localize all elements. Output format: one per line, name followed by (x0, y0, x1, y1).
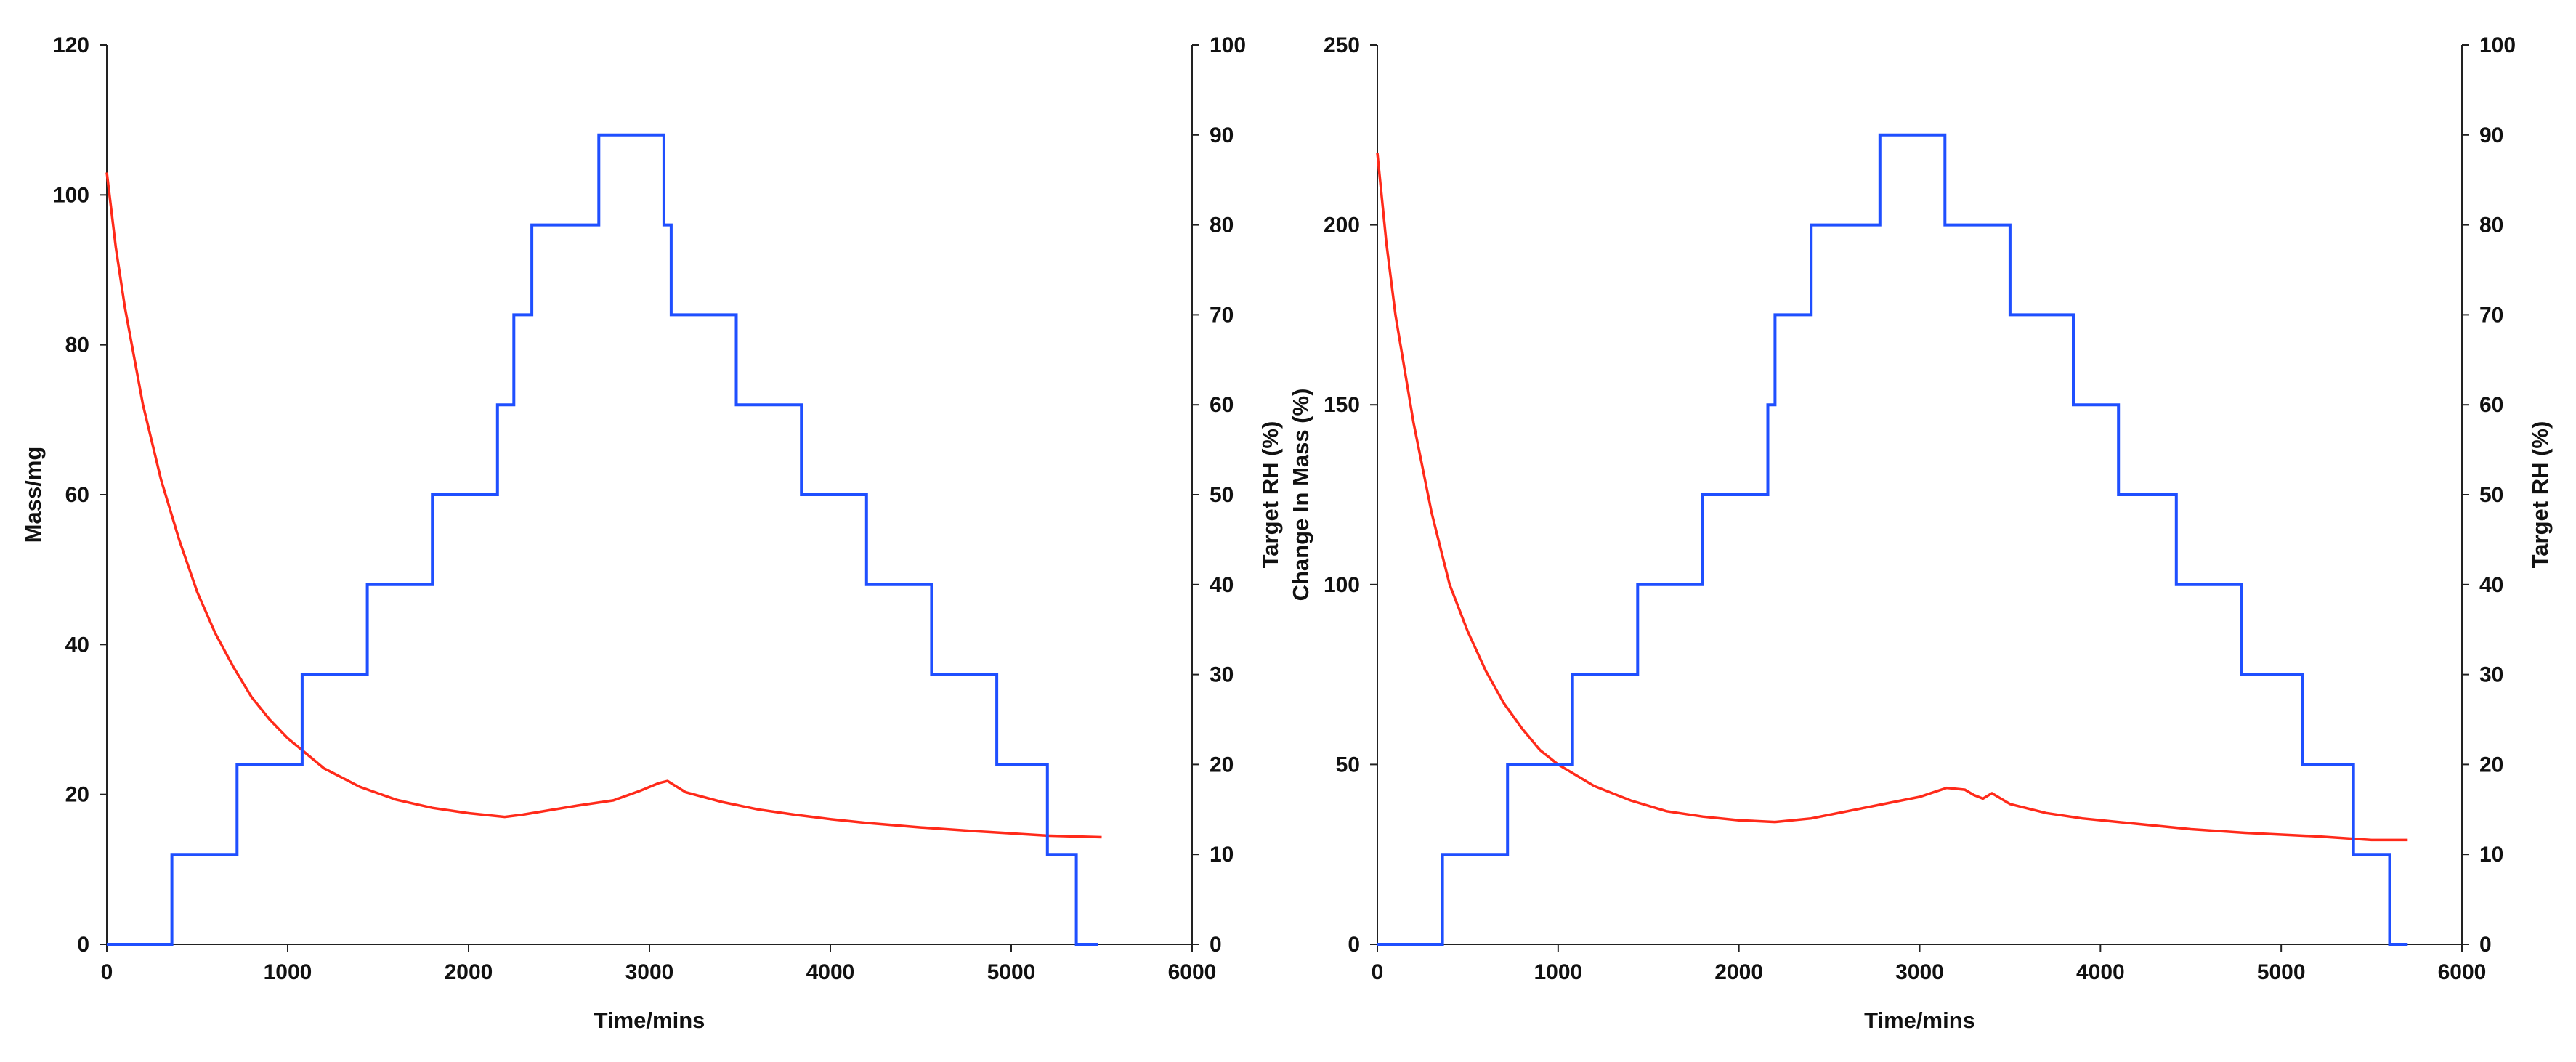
y2-tick-label: 50 (2479, 483, 2503, 507)
y2-tick-label: 50 (1210, 483, 1234, 507)
y-tick-label: 0 (1348, 933, 1360, 957)
x-tick-label: 0 (101, 960, 113, 984)
y2-tick-label: 100 (1210, 33, 1246, 57)
target-rh-line (107, 133, 1098, 946)
y-tick-label: 0 (77, 933, 89, 957)
y-tick-label: 120 (53, 33, 89, 57)
x-tick-label: 5000 (2257, 960, 2306, 984)
y2-tick-label: 60 (1210, 393, 1234, 417)
x-tick-label: 3000 (1895, 960, 1944, 984)
y2-tick-label: 80 (1210, 214, 1234, 238)
y2-tick-label: 40 (1210, 573, 1234, 597)
y-tick-label: 150 (1324, 393, 1360, 417)
mass-line (1376, 153, 2408, 842)
x-tick-label: 1000 (264, 960, 312, 984)
y-tick-label: 200 (1324, 214, 1360, 238)
y-tick-label: 50 (1336, 753, 1360, 777)
y2-tick-label: 40 (2479, 573, 2503, 597)
y-tick-label: 20 (65, 783, 89, 807)
y2-tick-label: 70 (1210, 303, 1234, 327)
y2-axis-label: Target RH (%) (1257, 421, 1283, 569)
chart-1: 0 1000 2000 3000 4000 5000 6000020406080100120… (20, 33, 1283, 1033)
y-tick-label: 40 (65, 633, 89, 657)
y2-tick-label: 70 (2479, 303, 2503, 327)
y2-axis-label: Target RH (%) (2527, 421, 2553, 569)
y-axis-label: Change In Mass (%) (1288, 389, 1313, 601)
y2-tick-label: 90 (1210, 123, 1234, 147)
x-tick-label: 1000 (1534, 960, 1582, 984)
y-tick-label: 60 (65, 483, 89, 507)
x-tick-label: 3000 (625, 960, 674, 984)
y2-tick-label: 20 (1210, 753, 1234, 777)
x-axis-label: Time/mins (594, 1008, 705, 1033)
x-tick-label: 4000 (2076, 960, 2125, 984)
y2-tick-label: 20 (2479, 753, 2503, 777)
y2-tick-label: 10 (1210, 843, 1234, 867)
x-tick-label: 2000 (1714, 960, 1763, 984)
x-tick-label: 2000 (445, 960, 493, 984)
y-tick-label: 250 (1324, 33, 1360, 57)
y2-tick-label: 10 (2479, 843, 2503, 867)
y2-tick-label: 30 (2479, 663, 2503, 687)
y2-tick-label: 30 (1210, 663, 1234, 687)
y2-tick-label: 60 (2479, 393, 2503, 417)
y2-tick-label: 90 (2479, 123, 2503, 147)
y-tick-label: 100 (1324, 573, 1360, 597)
y-tick-label: 100 (53, 183, 89, 207)
y2-tick-label: 80 (2479, 214, 2503, 238)
x-axis-label: Time/mins (1864, 1008, 1975, 1033)
y2-tick-label: 0 (1210, 933, 1222, 957)
target-rh-line (1377, 133, 2408, 946)
y-tick-label: 80 (65, 333, 89, 357)
x-tick-label: 6000 (1168, 960, 1217, 984)
y-axis-label: Mass/mg (20, 447, 46, 543)
x-tick-label: 6000 (2438, 960, 2487, 984)
y2-tick-label: 0 (2479, 933, 2492, 957)
x-tick-label: 0 (1372, 960, 1384, 984)
mass-line (105, 172, 1102, 839)
y2-tick-label: 100 (2479, 33, 2516, 57)
chart-2: 0 1000 2000 3000 4000 5000 6000050100150200250… (1288, 33, 2553, 1033)
x-tick-label: 4000 (806, 960, 855, 984)
x-tick-label: 5000 (987, 960, 1036, 984)
